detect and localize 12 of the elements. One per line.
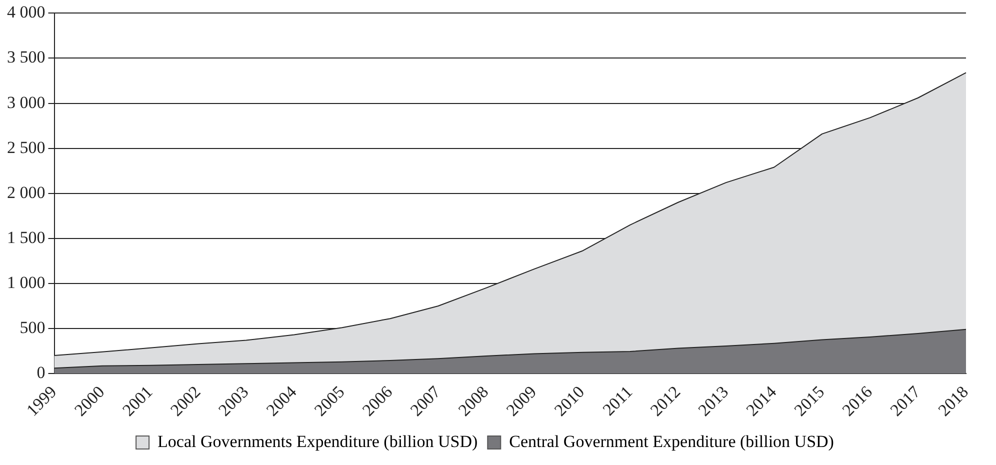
legend-label: Central Government Expenditure (billion USD) xyxy=(509,432,834,451)
y-tick-label: 0 xyxy=(36,363,46,382)
y-tick-label: 500 xyxy=(20,318,46,337)
y-tick-label: 2 500 xyxy=(7,138,46,157)
y-tick-label: 2 000 xyxy=(7,182,46,202)
y-tick-label: 4 000 xyxy=(7,2,46,22)
legend-label: Local Governments Expenditure (billion USD) xyxy=(158,432,478,451)
y-tick-label: 1 000 xyxy=(7,272,46,292)
y-tick-label: 3 500 xyxy=(7,48,46,67)
y-tick-label: 3 000 xyxy=(7,92,46,112)
y-tick-label: 1 500 xyxy=(7,228,46,247)
x-tick-label: 2011 xyxy=(599,382,636,420)
